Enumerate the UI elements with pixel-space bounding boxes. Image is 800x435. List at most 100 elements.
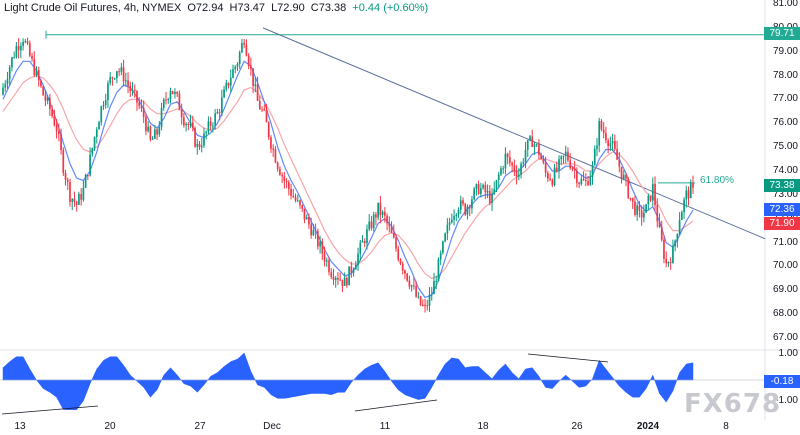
candle-body xyxy=(457,209,460,215)
candle-body xyxy=(160,107,163,128)
candle-body xyxy=(185,123,187,126)
candle-body xyxy=(602,129,605,134)
candle-body xyxy=(341,279,344,286)
date-tick-label: 18 xyxy=(477,421,489,432)
price-tick-label: 68.00 xyxy=(772,308,798,320)
chart-header: Light Crude Oil Futures, 4h, NYMEX O72.9… xyxy=(4,2,431,14)
price-tick-label: 81.00 xyxy=(772,0,798,9)
osc-current-badge: -0.18 xyxy=(764,375,800,388)
candle-body xyxy=(169,91,172,100)
candle-body xyxy=(502,168,505,170)
candle-body xyxy=(622,175,625,179)
candle-body xyxy=(303,208,306,220)
candle-body xyxy=(98,122,100,130)
candle-body xyxy=(308,217,310,225)
candle-body xyxy=(348,266,350,286)
candle-body xyxy=(156,129,158,135)
date-tick-label: 20 xyxy=(104,421,116,432)
candle-body xyxy=(42,86,45,96)
candle-body xyxy=(267,122,270,138)
candle-body xyxy=(495,180,498,190)
price-tick-label: 79.00 xyxy=(772,45,798,57)
candle-body xyxy=(247,55,250,66)
candle-body xyxy=(392,232,395,238)
candle-body xyxy=(462,200,464,204)
candle-body xyxy=(464,203,467,215)
candle-body xyxy=(281,174,283,177)
ma-fast-badge: 72.36 xyxy=(764,203,800,216)
candle-body xyxy=(180,109,183,118)
candle-body xyxy=(486,191,489,193)
candle-body xyxy=(678,220,681,234)
candle-body xyxy=(368,221,371,230)
candle-body xyxy=(26,41,29,44)
candle-body xyxy=(482,184,484,189)
candle-body xyxy=(116,71,118,79)
candle-body xyxy=(397,248,400,260)
candle-body xyxy=(571,167,574,169)
candle-body xyxy=(386,215,388,224)
candle-body xyxy=(520,163,522,175)
candle-body xyxy=(493,189,496,194)
candle-body xyxy=(488,191,491,203)
candle-body xyxy=(158,127,161,135)
candle-body xyxy=(475,184,478,189)
candle-body xyxy=(589,176,592,185)
candle-body xyxy=(660,227,663,240)
candle-body xyxy=(645,204,647,213)
moving-averages xyxy=(2,60,694,299)
candle-body xyxy=(562,155,565,157)
candle-body xyxy=(542,159,545,163)
candle-body xyxy=(241,43,243,53)
candle-body xyxy=(471,199,473,209)
candle-body xyxy=(62,149,65,174)
candle-body xyxy=(328,260,330,273)
candle-body xyxy=(129,85,132,92)
last-price-badge: 73.38 xyxy=(764,179,800,192)
candle-body xyxy=(455,214,458,217)
candle-body xyxy=(459,200,462,210)
candle-body xyxy=(187,123,190,125)
candle-body xyxy=(120,67,123,72)
candle-body xyxy=(75,201,78,205)
candle-body xyxy=(620,166,623,179)
candle-body xyxy=(607,140,609,147)
date-tick-label: 11 xyxy=(379,421,391,432)
candle-body xyxy=(468,206,471,209)
candle-body xyxy=(53,116,56,126)
candle-body xyxy=(145,116,147,132)
candle-body xyxy=(511,162,513,166)
candle-body xyxy=(450,219,453,223)
date-tick-label: Dec xyxy=(263,421,281,432)
candle-body xyxy=(6,79,9,85)
candle-body xyxy=(330,272,333,278)
candle-body xyxy=(370,221,373,229)
candle-body xyxy=(651,183,654,201)
candle-body xyxy=(629,197,632,199)
candle-body xyxy=(549,178,551,181)
watermark-logo: FX678 xyxy=(684,389,782,419)
fib-level-label: 61.80% xyxy=(700,175,734,186)
candle-body xyxy=(415,286,417,297)
candle-body xyxy=(176,91,179,94)
candle-body xyxy=(506,153,509,158)
candle-body xyxy=(433,280,435,295)
candle-body xyxy=(290,188,292,196)
candle-body xyxy=(216,112,219,114)
candle-body xyxy=(194,128,196,147)
candle-body xyxy=(647,195,650,205)
candle-body xyxy=(558,159,560,171)
candle-body xyxy=(292,195,295,198)
candle-body xyxy=(627,178,630,198)
candle-body xyxy=(533,144,536,147)
candle-body xyxy=(685,190,688,200)
candle-body xyxy=(428,294,431,306)
candle-body xyxy=(544,162,547,173)
price-tick-label: 67.00 xyxy=(772,332,798,343)
date-tick-label: 13 xyxy=(14,421,26,432)
price-tick-label: 69.00 xyxy=(772,284,798,296)
candle-body xyxy=(560,156,563,160)
candle-body xyxy=(638,205,641,211)
